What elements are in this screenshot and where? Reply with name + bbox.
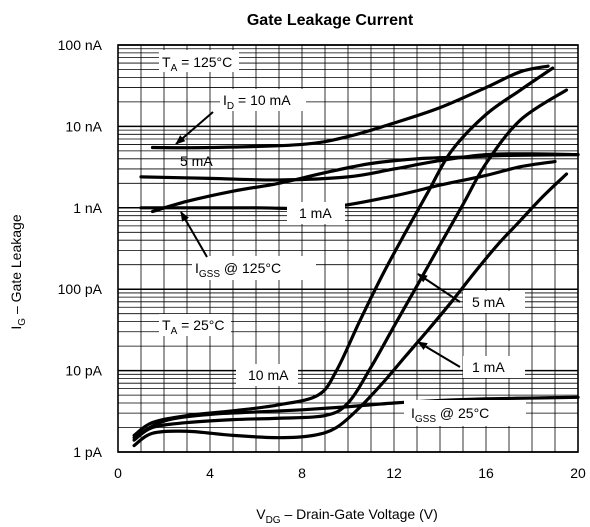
annotation-igss-25: IGSS @ 25°C (411, 405, 489, 425)
annotation-igss-125: IGSS @ 125°C (195, 260, 281, 280)
label-bg-5ma-cold (463, 291, 525, 313)
annotation-5ma-hot: 5 mA (180, 153, 213, 169)
x-tick-label: 12 (386, 465, 402, 481)
label-bg-1ma-cold (463, 356, 525, 378)
arrow-id-10ma (175, 111, 214, 145)
annotation-5ma-cold: 5 mA (472, 294, 505, 310)
x-tick-labels: 0 4 8 12 16 20 (114, 465, 586, 481)
y-tick-label: 100 pA (58, 281, 103, 297)
label-bg-ta125 (159, 50, 239, 72)
label-bg-id10ma (220, 89, 306, 111)
annotation-1ma-cold: 1 mA (472, 359, 505, 375)
chart-title: Gate Leakage Current (247, 12, 414, 29)
label-bg-10ma-cold (236, 364, 298, 386)
y-tick-labels: 1 pA 10 pA 100 pA 1 nA 10 nA 100 nA (58, 37, 103, 460)
label-bg-igss25 (404, 400, 526, 426)
annotation-1ma-hot: 1 mA (299, 205, 332, 221)
series-layer (132, 64, 580, 448)
annotation-ta-125: TA = 125°C (162, 54, 232, 74)
plot-frame (117, 44, 579, 453)
series-line-0 (150, 64, 550, 150)
series-line-7 (132, 395, 580, 440)
arrow-1ma-cold (417, 341, 461, 368)
y-tick-label: 10 nA (65, 118, 102, 134)
x-tick-label: 20 (570, 465, 586, 481)
x-axis-label: VDG – Drain-Gate Voltage (V) (256, 506, 438, 526)
major-gridlines (118, 44, 578, 453)
series-line-5 (132, 88, 569, 442)
annotation-10ma-cold: 10 mA (248, 367, 289, 383)
arrow-igss-125 (180, 211, 208, 258)
label-bg-1ma-hot (287, 202, 345, 224)
y-axis-label: IG – Gate Leakage (8, 214, 28, 329)
x-tick-label: 8 (298, 465, 306, 481)
series-line-3 (150, 153, 580, 214)
y-tick-label: 100 nA (58, 37, 103, 53)
y-tick-label: 1 nA (73, 200, 102, 216)
annotation-id-10ma: ID = 10 mA (223, 92, 291, 112)
x-tick-label: 16 (478, 465, 494, 481)
y-tick-label: 1 pA (73, 444, 102, 460)
label-bg-igss125 (192, 256, 316, 280)
x-tick-label: 0 (114, 465, 122, 481)
label-bg-ta25 (159, 314, 231, 336)
series-line-2 (139, 159, 557, 211)
x-tick-label: 4 (206, 465, 214, 481)
arrow-5ma-cold (417, 273, 461, 303)
y-tick-label: 10 pA (65, 363, 102, 379)
pointer-arrows (175, 111, 461, 368)
label-backgrounds (159, 50, 526, 426)
series-line-6 (132, 172, 569, 448)
annotation-ta-25: TA = 25°C (162, 317, 224, 337)
